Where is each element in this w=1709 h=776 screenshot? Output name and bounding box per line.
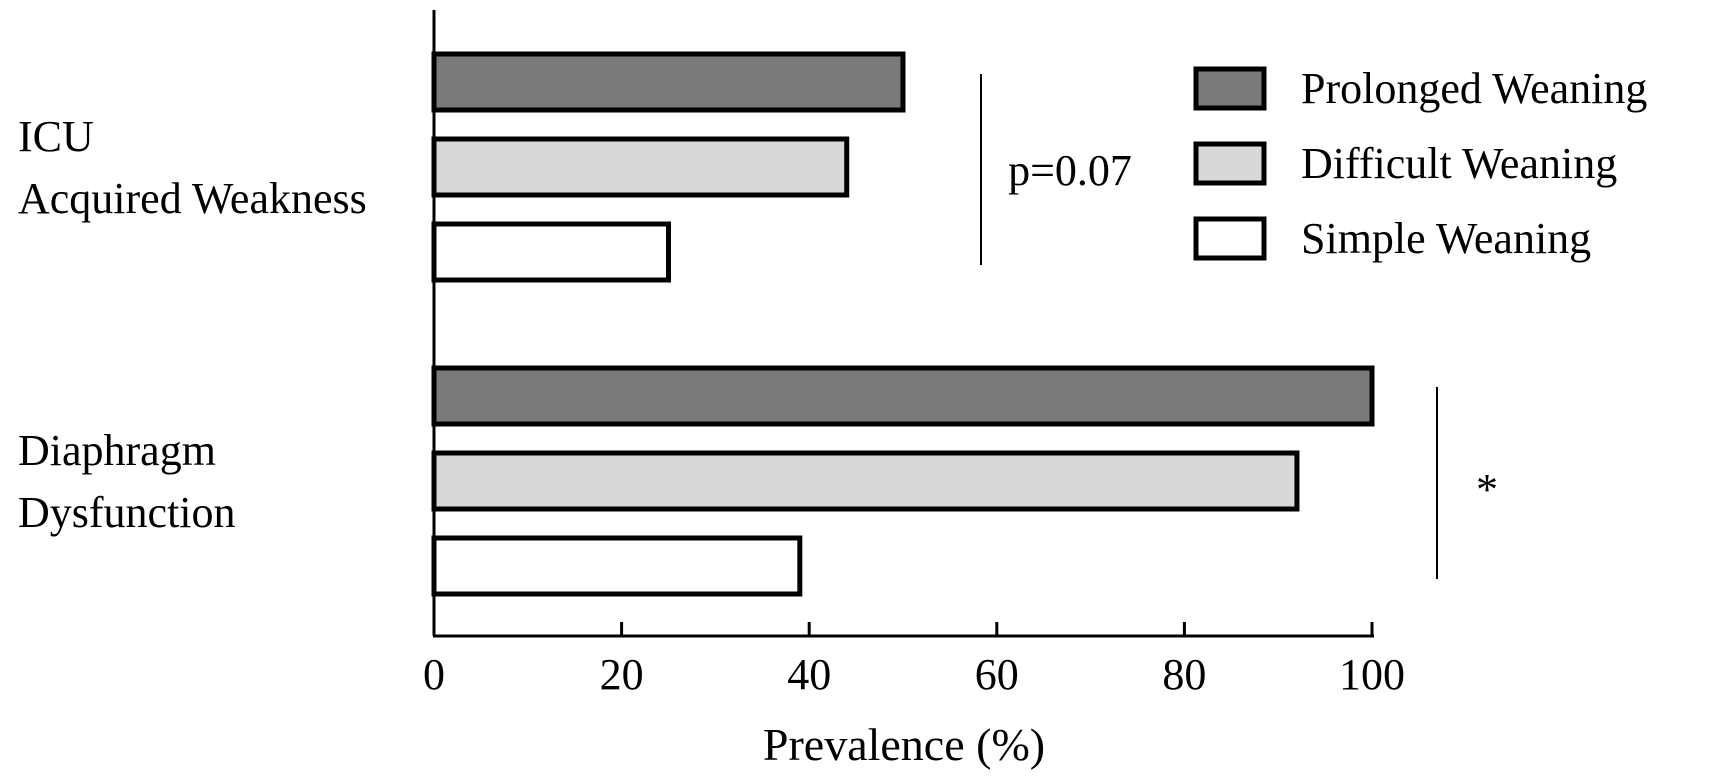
x-tick-label-100: 100 [1339,650,1405,699]
legend-swatch-difficult-weaning [1193,141,1267,186]
bar-dd-prolonged-weaning [431,365,1375,427]
legend-label-prolonged-weaning: Prolonged Weaning [1301,64,1647,113]
legend-swatch-prolonged-weaning [1193,66,1267,111]
x-tick-label-80: 80 [1162,650,1206,699]
legend-label-difficult-weaning: Difficult Weaning [1301,139,1617,188]
category-label-icuaw: Acquired Weakness [18,174,367,223]
legend-label-simple-weaning: Simple Weaning [1301,214,1591,263]
bar-dd-difficult-weaning [431,450,1300,512]
significance-label-icuaw: p=0.07 [1008,146,1132,195]
bar-icuaw-prolonged-weaning [431,51,906,113]
x-tick-label-40: 40 [787,650,831,699]
bar-icuaw-difficult-weaning [431,136,850,198]
x-tick-label-60: 60 [975,650,1019,699]
significance-label-dd: * [1476,465,1498,514]
bar-icuaw-simple-weaning [431,221,671,283]
category-label-dd: Diaphragm [18,426,216,475]
category-label-icuaw: ICU [18,112,94,161]
category-label-dd: Dysfunction [18,488,236,537]
legend-swatch-simple-weaning [1193,216,1267,261]
x-tick-label-20: 20 [600,650,644,699]
bar-dd-simple-weaning [431,535,803,597]
x-tick-label-0: 0 [423,650,445,699]
x-axis-title: Prevalence (%) [763,719,1045,770]
